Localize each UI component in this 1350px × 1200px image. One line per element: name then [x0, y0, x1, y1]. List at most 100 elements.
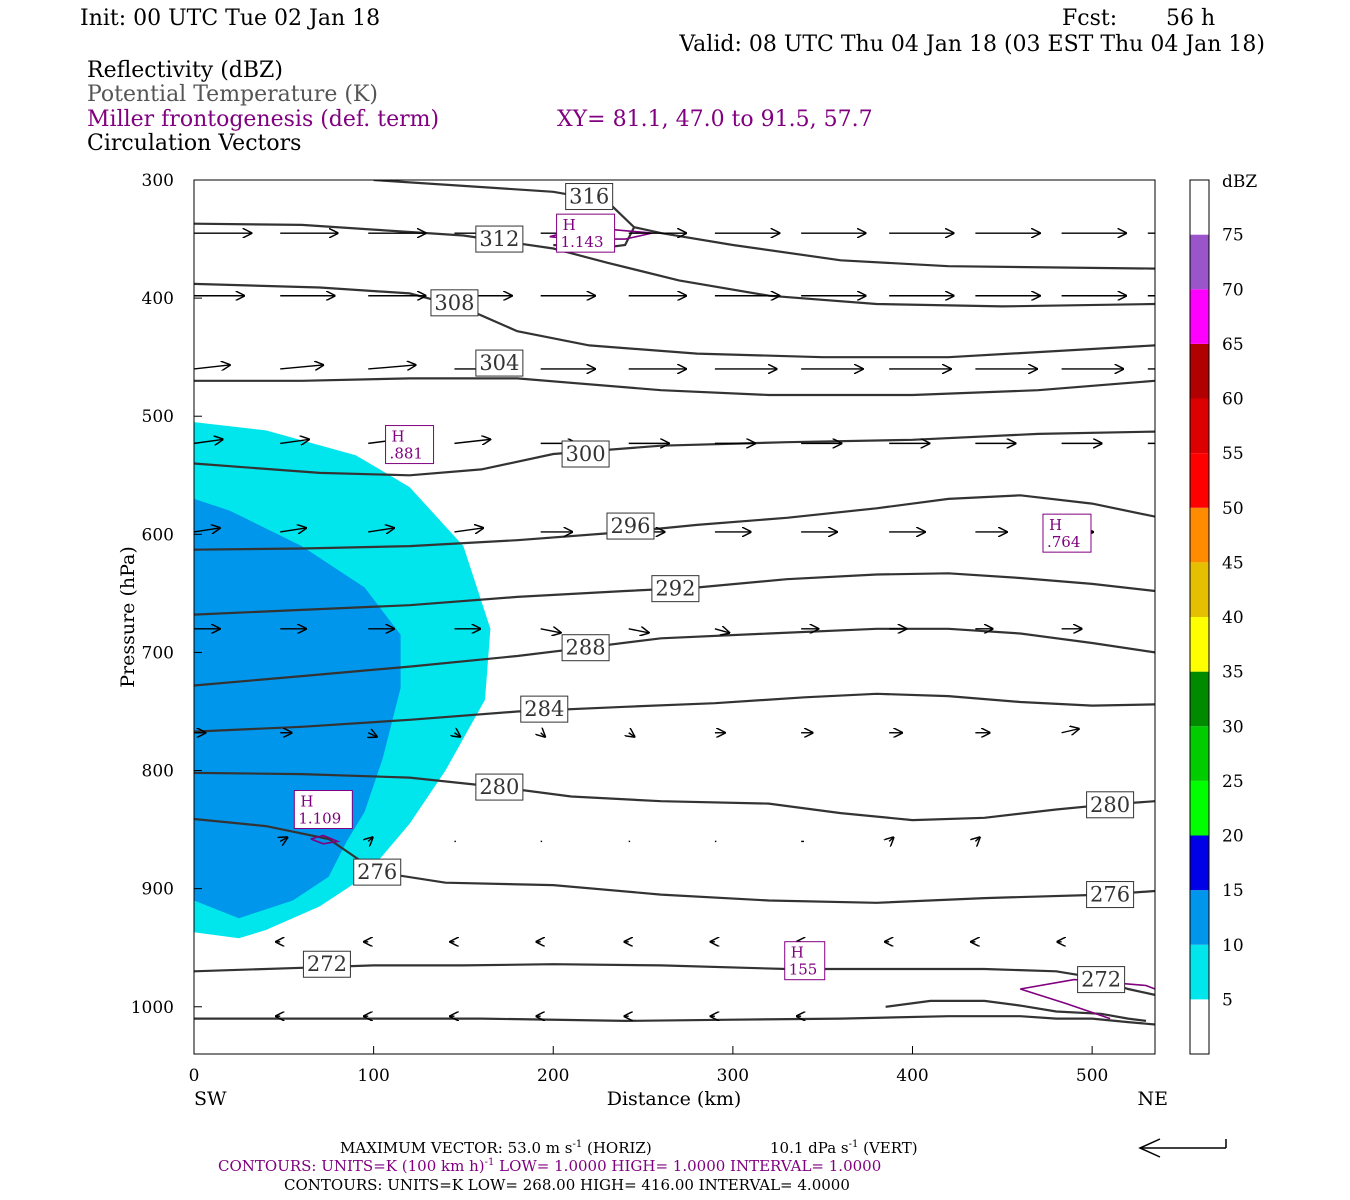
y-tick-label: 300 [142, 171, 174, 191]
colorbar-swatch [1190, 671, 1209, 727]
frontogenesis-max-value: .881 [390, 445, 423, 463]
circulation-vector [280, 528, 306, 532]
frontogenesis-contour-line [1020, 988, 1111, 1020]
circulation-vector [280, 837, 287, 841]
frontogenesis-max-box [556, 213, 616, 253]
theta-contour-line [194, 377, 1155, 397]
x-axis-label: Distance (km) [607, 1088, 742, 1110]
x-tick-label: 200 [537, 1066, 569, 1086]
frontogenesis-max-label: H [791, 944, 804, 962]
field-potential-temperature: Potential Temperature (K) [87, 82, 378, 107]
plot-frame [193, 179, 1156, 1055]
colorbar-label: 60 [1222, 390, 1244, 410]
cross-section-coordinates: XY= 81.1, 47.0 to 91.5, 57.7 [557, 107, 873, 132]
field-reflectivity: Reflectivity (dBZ) [87, 58, 283, 83]
circulation-vector [368, 528, 394, 532]
contour-label-280: 280 [479, 775, 519, 799]
footer-max-vector: MAXIMUM VECTOR: 53.0 m s-1 (HORIZ) [340, 1139, 652, 1157]
colorbar: 5 10 15 20 25 30 35 40 45 50 55 60 65 70 75 [1189, 179, 1244, 1055]
frontogenesis-max-box [784, 941, 826, 981]
contour-label-box [430, 289, 479, 317]
forecast-label: Fcst: [1062, 6, 1117, 31]
y-tick-label: 1000 [131, 998, 174, 1018]
colorbar-label: 25 [1222, 772, 1244, 792]
footer-max-vertical: 10.1 dPa s-1 (VERT) [770, 1139, 918, 1157]
y-tick-label: 600 [142, 525, 174, 545]
circulation-vector [454, 528, 483, 532]
contour-label-288: 288 [566, 636, 606, 660]
forecast-hour: 56 h [1166, 6, 1215, 31]
contour-label-272: 272 [1081, 968, 1121, 992]
frontogenesis-max-label: H [1049, 516, 1062, 534]
colorbar-label: 10 [1222, 936, 1244, 956]
circulation-vector [541, 733, 545, 737]
contour-label-276: 276 [1090, 883, 1130, 907]
colorbar-label: 5 [1222, 990, 1233, 1010]
theta-contour-line [633, 226, 1155, 270]
colorbar-swatch [1190, 343, 1209, 399]
circulation-vector [368, 837, 372, 841]
frontogenesis-max-label: H [300, 793, 313, 811]
contour-label-312: 312 [479, 227, 519, 251]
y-axis-label: Pressure (hPa) [117, 546, 139, 688]
circulation-vector [280, 439, 309, 443]
colorbar-swatch [1190, 835, 1209, 891]
theta-contour-line [194, 494, 1155, 551]
colorbar-label: 15 [1222, 881, 1244, 901]
contour-label-300: 300 [566, 442, 606, 466]
x-axis-ticks: 0 100 200 300 400 500 [189, 1046, 1108, 1086]
theta-contour-line [194, 692, 1155, 733]
contour-label-304: 304 [479, 351, 519, 375]
contour-label-box [302, 950, 351, 978]
y-axis-ticks: 300 400 500 600 700 800 900 1000 [131, 171, 202, 1018]
plot-area: 316 312 308 304 300 296 292 288 284 280 280 276 276 2… [194, 180, 1155, 1026]
frontogenesis-max-box [293, 790, 353, 830]
contour-label-box [561, 634, 610, 662]
colorbar-label: 20 [1222, 827, 1244, 847]
colorbar-swatch [1190, 398, 1209, 454]
reflectivity-shading [194, 422, 491, 939]
colorbar-label: 65 [1222, 335, 1244, 355]
y-tick-label: 700 [142, 643, 174, 663]
circulation-vector [280, 365, 323, 369]
colorbar-title: dBZ [1222, 172, 1257, 192]
frontogenesis-max-box [385, 425, 435, 465]
colorbar-swatch [1190, 562, 1209, 617]
reference-vector-arrow [1138, 1138, 1227, 1158]
valid-time: Valid: 08 UTC Thu 04 Jan 18 (03 EST Thu … [678, 32, 1265, 57]
colorbar-swatch [1190, 944, 1209, 1000]
contour-label-296: 296 [610, 514, 650, 538]
contour-label-box [606, 512, 655, 540]
contour-label-box [561, 440, 610, 468]
contour-label-box [475, 349, 524, 377]
contour-label-box [1086, 881, 1135, 909]
colorbar-label: 50 [1222, 499, 1244, 519]
circulation-vector [975, 837, 979, 841]
contour-label-box [565, 183, 614, 211]
circulation-vector [1061, 729, 1079, 733]
contour-label-280: 280 [1090, 793, 1130, 817]
frontogenesis-max-label: H [392, 428, 405, 446]
circulation-vector [714, 629, 729, 633]
colorbar-frame [1189, 179, 1210, 1055]
colorbar-swatch [1190, 617, 1209, 672]
colorbar-swatch [1190, 507, 1209, 563]
contour-label-box [475, 225, 524, 253]
contour-label-box [353, 858, 402, 886]
colorbar-label: 55 [1222, 444, 1244, 464]
contour-label-box [1077, 966, 1126, 994]
x-tick-label: 300 [717, 1066, 749, 1086]
contour-label-box [475, 773, 524, 801]
frontogenesis-contour-line [310, 834, 341, 845]
colorbar-swatch [1190, 180, 1209, 235]
y-tick-label: 900 [142, 880, 174, 900]
footer: MAXIMUM VECTOR: 53.0 m s-1 (HORIZ) 10.1 … [218, 1138, 1227, 1194]
contour-label-box [520, 695, 569, 723]
colorbar-swatch [1190, 453, 1209, 508]
frontogenesis-max-value: .764 [1047, 533, 1080, 551]
circulation-vector [194, 439, 223, 443]
theta-contour-line [194, 282, 1155, 359]
circulation-vector [628, 629, 649, 633]
theta-contour-line [194, 1015, 1155, 1026]
